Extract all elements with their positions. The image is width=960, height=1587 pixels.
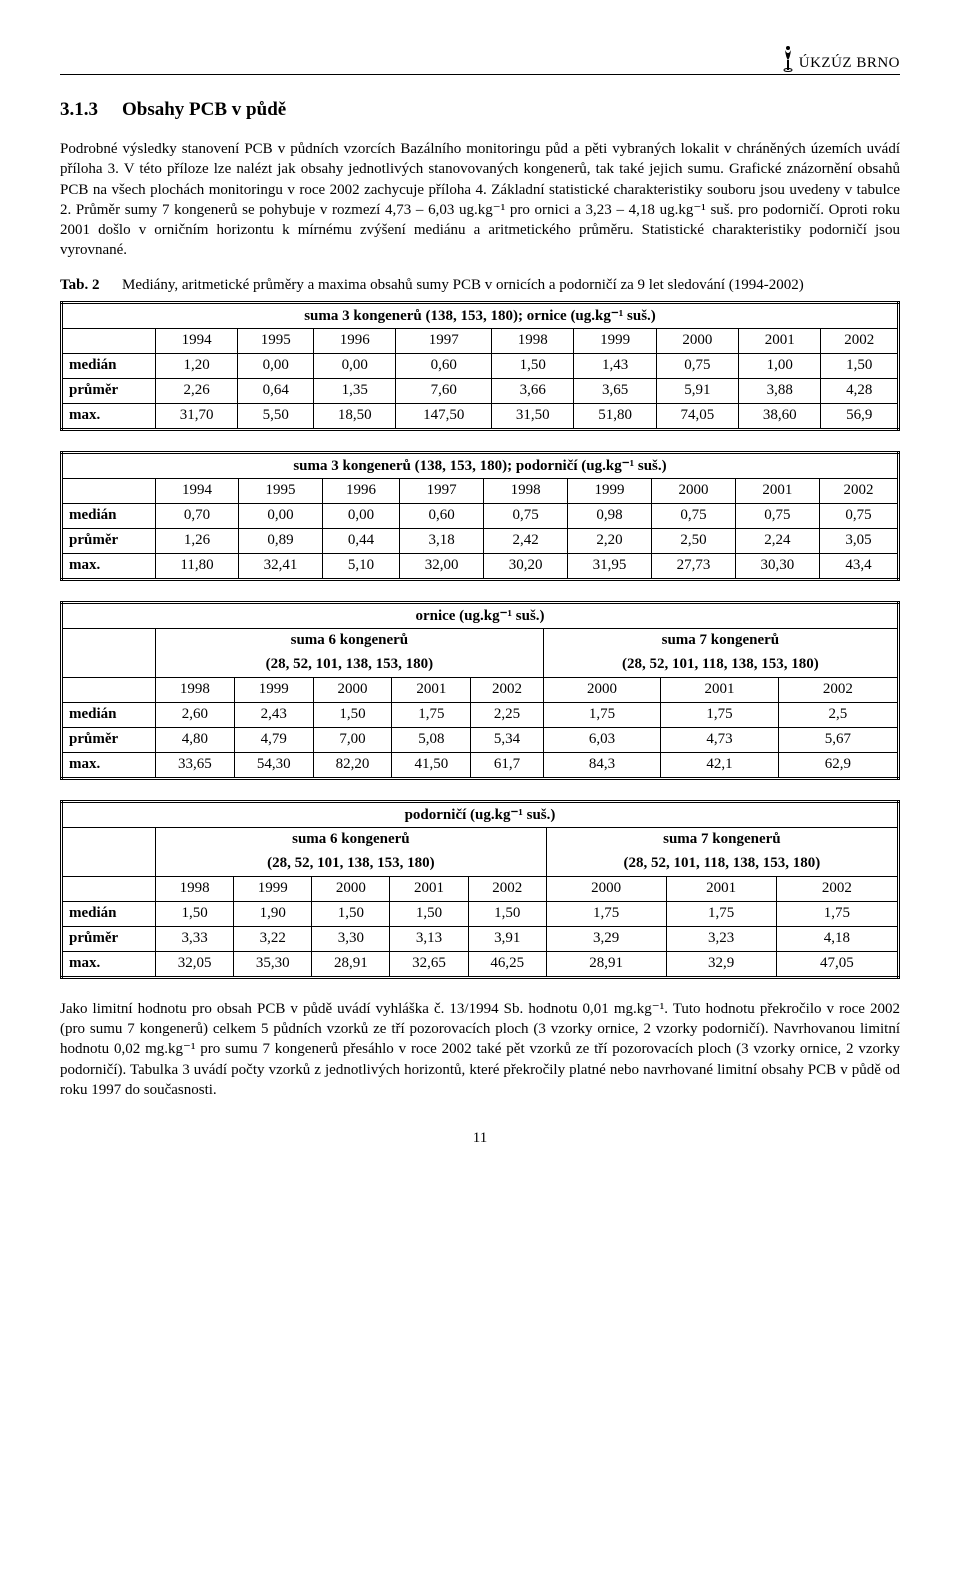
table-podornici-3k: suma 3 kongenerů (138, 153, 180); podorn…	[60, 451, 900, 581]
brand-logo-icon	[781, 44, 795, 72]
tableC-title: ornice (ug.kg⁻¹ suš.)	[62, 602, 899, 628]
table-row: průměr 3,333,223,303,133,913,293,234,18	[62, 926, 899, 951]
tableA-years-row: 1994 1995 1996 1997 1998 1999 2000 2001 …	[62, 328, 899, 353]
table2-caption-text: Mediány, aritmetické průměry a maxima ob…	[122, 275, 900, 295]
table2-caption: Tab. 2 Mediány, aritmetické průměry a ma…	[60, 275, 900, 295]
tableA-title: suma 3 kongenerů (138, 153, 180); ornice…	[62, 302, 899, 328]
section-title-text: Obsahy PCB v půdě	[122, 99, 286, 120]
tableC-sub7b: (28, 52, 101, 118, 138, 153, 180)	[543, 653, 898, 678]
tableD-years-row: 19981999200020012002200020012002	[62, 876, 899, 901]
paragraph-2: Jako limitní hodnotu pro obsah PCB v půd…	[60, 999, 900, 1100]
table-row: max. 32,0535,3028,9132,6546,2528,9132,94…	[62, 951, 899, 977]
tableD-sub7b: (28, 52, 101, 118, 138, 153, 180)	[546, 852, 898, 877]
tableD-sub6b: (28, 52, 101, 138, 153, 180)	[156, 852, 547, 877]
table-row: medián 0,700,000,000,600,750,980,750,750…	[62, 503, 899, 528]
paragraph-1: Podrobné výsledky stanovení PCB v půdníc…	[60, 139, 900, 261]
table-row: medián 2,602,431,501,752,251,751,752,5	[62, 702, 899, 727]
table-row: průměr 1,260,890,443,182,422,202,502,243…	[62, 528, 899, 553]
tableB-title: suma 3 kongenerů (138, 153, 180); podorn…	[62, 452, 899, 478]
page-number: 11	[60, 1130, 900, 1147]
table-row: průměr 4,804,797,005,085,346,034,735,67	[62, 727, 899, 752]
tableC-sub6: suma 6 kongenerů	[156, 628, 544, 653]
tableC-years-row: 19981999200020012002200020012002	[62, 677, 899, 702]
table-row: průměr 2,260,641,357,603,663,655,913,884…	[62, 378, 899, 403]
tableD-sub6: suma 6 kongenerů	[156, 827, 547, 852]
table2-label: Tab. 2	[60, 275, 122, 295]
tableC-sub6b: (28, 52, 101, 138, 153, 180)	[156, 653, 544, 678]
brand-text: ÚKZÚZ BRNO	[799, 55, 900, 71]
section-number: 3.1.3	[60, 99, 122, 121]
table-row: medián 1,200,000,000,601,501,430,751,001…	[62, 353, 899, 378]
section-heading: 3.1.3Obsahy PCB v půdě	[60, 99, 900, 121]
table-row: max. 33,6554,3082,2041,5061,784,342,162,…	[62, 752, 899, 778]
brand: ÚKZÚZ BRNO	[781, 44, 900, 72]
tableC-sub7: suma 7 kongenerů	[543, 628, 898, 653]
table-row: max. 31,705,5018,50147,5031,5051,8074,05…	[62, 403, 899, 429]
table-ornice-67k: ornice (ug.kg⁻¹ suš.) suma 6 kongenerů s…	[60, 601, 900, 780]
table-row: medián 1,501,901,501,501,501,751,751,75	[62, 901, 899, 926]
table-podornici-67k: podorničí (ug.kg⁻¹ suš.) suma 6 kongener…	[60, 800, 900, 979]
tableD-sub7: suma 7 kongenerů	[546, 827, 898, 852]
tableD-title: podorničí (ug.kg⁻¹ suš.)	[62, 801, 899, 827]
page-header: ÚKZÚZ BRNO	[60, 40, 900, 75]
table-row: max. 11,8032,415,1032,0030,2031,9527,733…	[62, 553, 899, 579]
tableB-years-row: 199419951996199719981999200020012002	[62, 478, 899, 503]
table-ornice-3k: suma 3 kongenerů (138, 153, 180); ornice…	[60, 301, 900, 431]
